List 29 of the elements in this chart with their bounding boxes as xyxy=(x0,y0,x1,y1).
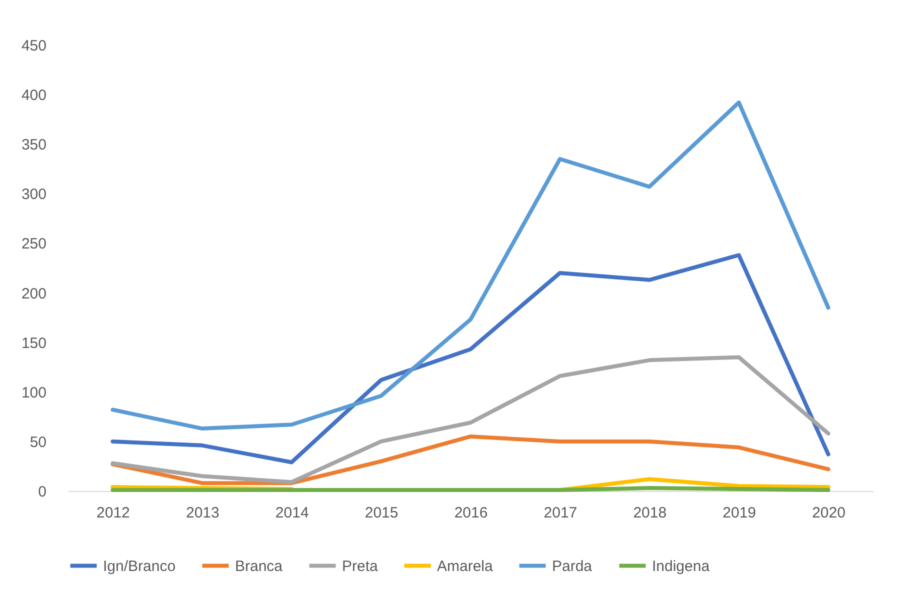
x-tick-label: 2019 xyxy=(722,504,756,522)
x-tick-label: 2017 xyxy=(544,504,578,522)
line-series xyxy=(110,253,830,464)
y-tick-label: 100 xyxy=(21,384,46,402)
y-tick-label: 0 xyxy=(38,484,46,500)
x-tick-label: 2016 xyxy=(454,504,488,522)
legend-label: Parda xyxy=(552,558,593,575)
y-tick-label: 450 xyxy=(21,38,46,54)
legend-label: Amarela xyxy=(437,558,494,575)
legend-label: Indigena xyxy=(652,558,710,575)
legend-label: Branca xyxy=(235,558,284,575)
y-tick-label: 400 xyxy=(21,87,46,104)
y-tick-label: 250 xyxy=(21,236,46,253)
x-tick-label: 2012 xyxy=(96,504,130,522)
y-tick-label: 150 xyxy=(21,334,46,352)
x-tick-label: 2013 xyxy=(186,504,220,522)
x-tick-label: 2020 xyxy=(812,504,846,522)
line-series xyxy=(110,355,830,484)
line-series xyxy=(110,100,830,431)
legend-label: Ign/Branco xyxy=(103,558,176,575)
x-tick-label: 2015 xyxy=(364,504,398,522)
x-tick-label: 2014 xyxy=(275,504,309,522)
legend-label: Preta xyxy=(342,558,379,575)
line-series xyxy=(110,434,830,486)
y-tick-label: 300 xyxy=(21,186,46,204)
y-tick-label: 200 xyxy=(21,285,46,302)
y-tick-label: 350 xyxy=(21,136,46,154)
x-tick-label: 2018 xyxy=(633,504,667,522)
y-tick-label: 50 xyxy=(30,434,46,451)
